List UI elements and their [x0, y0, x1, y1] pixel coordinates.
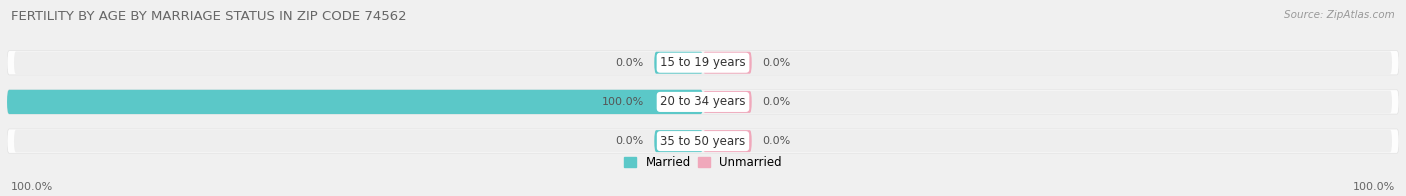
Text: 0.0%: 0.0%: [762, 97, 790, 107]
FancyBboxPatch shape: [703, 130, 752, 152]
FancyBboxPatch shape: [7, 90, 1399, 114]
Text: 0.0%: 0.0%: [762, 58, 790, 68]
Text: 15 to 19 years: 15 to 19 years: [661, 56, 745, 69]
Text: 20 to 34 years: 20 to 34 years: [661, 95, 745, 108]
FancyBboxPatch shape: [703, 91, 752, 113]
FancyBboxPatch shape: [7, 90, 703, 114]
Text: 35 to 50 years: 35 to 50 years: [661, 135, 745, 148]
Text: FERTILITY BY AGE BY MARRIAGE STATUS IN ZIP CODE 74562: FERTILITY BY AGE BY MARRIAGE STATUS IN Z…: [11, 10, 406, 23]
FancyBboxPatch shape: [14, 51, 1392, 74]
FancyBboxPatch shape: [654, 130, 703, 152]
FancyBboxPatch shape: [654, 52, 703, 74]
Legend: Married, Unmarried: Married, Unmarried: [624, 156, 782, 169]
FancyBboxPatch shape: [654, 91, 703, 113]
FancyBboxPatch shape: [14, 91, 1392, 113]
FancyBboxPatch shape: [14, 130, 1392, 152]
Text: 0.0%: 0.0%: [616, 136, 644, 146]
Text: 0.0%: 0.0%: [616, 58, 644, 68]
Text: 100.0%: 100.0%: [602, 97, 644, 107]
Text: 100.0%: 100.0%: [11, 182, 53, 192]
FancyBboxPatch shape: [7, 51, 1399, 75]
Text: Source: ZipAtlas.com: Source: ZipAtlas.com: [1284, 10, 1395, 20]
Text: 0.0%: 0.0%: [762, 136, 790, 146]
FancyBboxPatch shape: [7, 129, 1399, 153]
FancyBboxPatch shape: [703, 52, 752, 74]
Text: 100.0%: 100.0%: [1353, 182, 1395, 192]
